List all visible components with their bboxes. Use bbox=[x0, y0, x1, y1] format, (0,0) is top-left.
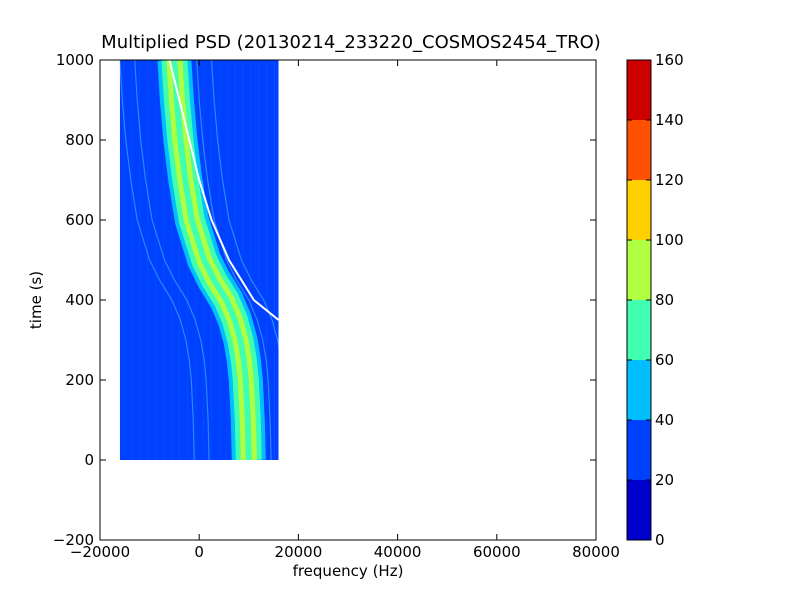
y-tick-label: 1000 bbox=[56, 51, 94, 69]
colorbar-segment bbox=[627, 480, 651, 540]
x-tick-label: 0 bbox=[194, 543, 204, 561]
x-axis: −20000 0 20000 40000 60000 80000 bbox=[70, 60, 620, 561]
x-tick-label: 40000 bbox=[374, 543, 422, 561]
y-tick-label: 400 bbox=[65, 291, 94, 309]
y-tick-label: −200 bbox=[53, 531, 94, 549]
colorbar-segment bbox=[627, 420, 651, 480]
y-tick-label: 600 bbox=[65, 211, 94, 229]
y-axis: −200 0 200 400 600 800 1000 bbox=[53, 51, 596, 549]
y-tick-label: 0 bbox=[84, 451, 94, 469]
plot-blank-region bbox=[100, 60, 120, 540]
psd-main-track bbox=[171, 60, 252, 461]
colorbar-tick-label: 100 bbox=[655, 231, 684, 249]
psd-secondary-track bbox=[196, 60, 272, 461]
x-tick-label: 80000 bbox=[572, 543, 620, 561]
colorbar-tick-label: 20 bbox=[655, 471, 674, 489]
plot-area bbox=[100, 60, 596, 540]
colorbar-tick-label: 80 bbox=[655, 291, 674, 309]
x-axis-label: frequency (Hz) bbox=[293, 562, 404, 580]
white-prediction-curve bbox=[168, 60, 280, 321]
x-tick-label: 60000 bbox=[473, 543, 521, 561]
colorbar-tick-label: 60 bbox=[655, 351, 674, 369]
x-tick-label: −20000 bbox=[70, 543, 130, 561]
y-axis-label: time (s) bbox=[27, 271, 45, 329]
colorbar: 0 20 40 60 80 100 120 140 160 bbox=[626, 51, 684, 549]
chart-title: Multiplied PSD (20130214_233220_COSMOS24… bbox=[101, 32, 601, 53]
colorbar-tick-label: 40 bbox=[655, 411, 674, 429]
colorbar-segment bbox=[627, 360, 651, 420]
y-tick-label: 200 bbox=[65, 371, 94, 389]
psd-secondary-track bbox=[134, 60, 210, 461]
colorbar-segment bbox=[627, 120, 651, 180]
plot-blank-region bbox=[278, 60, 596, 540]
colorbar-tick-label: 160 bbox=[655, 51, 684, 69]
colorbar-tick-label: 120 bbox=[655, 171, 684, 189]
colorbar-segment bbox=[627, 60, 651, 120]
colorbar-tick-label: 0 bbox=[655, 531, 665, 549]
colorbar-tick-label: 140 bbox=[655, 111, 684, 129]
psd-secondary-track bbox=[119, 60, 195, 461]
colorbar-segment bbox=[627, 240, 651, 300]
x-tick-label: 20000 bbox=[275, 543, 323, 561]
y-tick-label: 800 bbox=[65, 131, 94, 149]
colorbar-segment bbox=[627, 300, 651, 360]
colorbar-segment bbox=[627, 180, 651, 240]
